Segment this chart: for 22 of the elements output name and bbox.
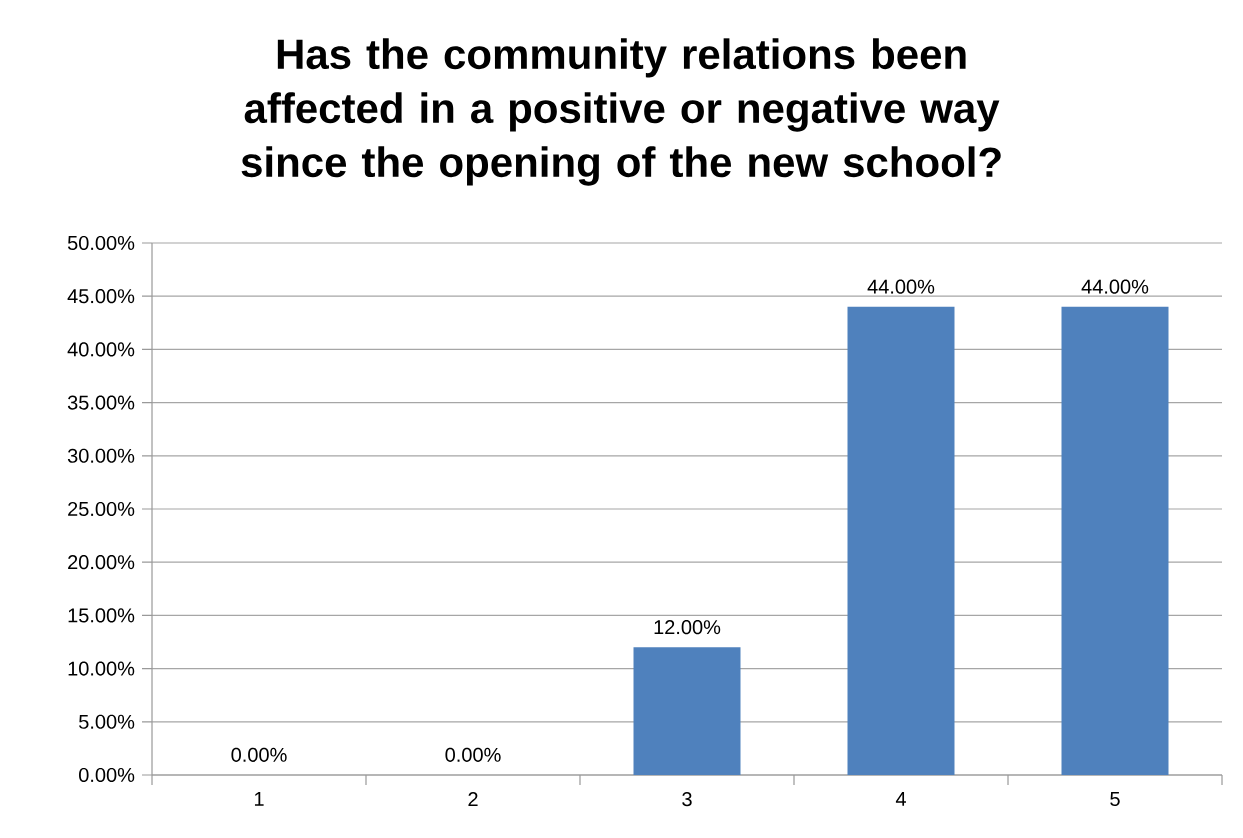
y-tick-label: 35.00% <box>67 395 135 410</box>
y-tick-label: 0.00% <box>79 767 135 783</box>
y-tick-label: 5.00% <box>79 714 135 729</box>
data-label: 44.00% <box>867 279 935 294</box>
y-tick-label: 40.00% <box>67 342 135 357</box>
x-tick-label: 4 <box>895 792 906 806</box>
x-tick-label: 2 <box>468 792 478 807</box>
y-tick-label: 50.00% <box>67 235 135 251</box>
chart-title: Has the community relations been affected in a positive or negative way since the opening of the new school? <box>241 38 1001 186</box>
data-label: 0.00% <box>231 747 287 762</box>
x-tick-label: 3 <box>682 792 692 807</box>
y-tick-label: 45.00% <box>67 289 135 304</box>
y-tick-label: 15.00% <box>68 608 135 623</box>
data-label: 44.00% <box>1081 279 1149 294</box>
y-tick-label: 30.00% <box>67 448 135 463</box>
data-label: 0.00% <box>445 747 501 762</box>
y-tick-label: 10.00% <box>68 661 135 676</box>
x-tick-label: 5 <box>1110 792 1120 806</box>
x-tick-label: 1 <box>254 792 264 806</box>
y-tick-label: 25.00% <box>68 501 135 517</box>
y-tick-label: 20.00% <box>68 555 135 570</box>
data-label: 12.00% <box>654 620 721 635</box>
